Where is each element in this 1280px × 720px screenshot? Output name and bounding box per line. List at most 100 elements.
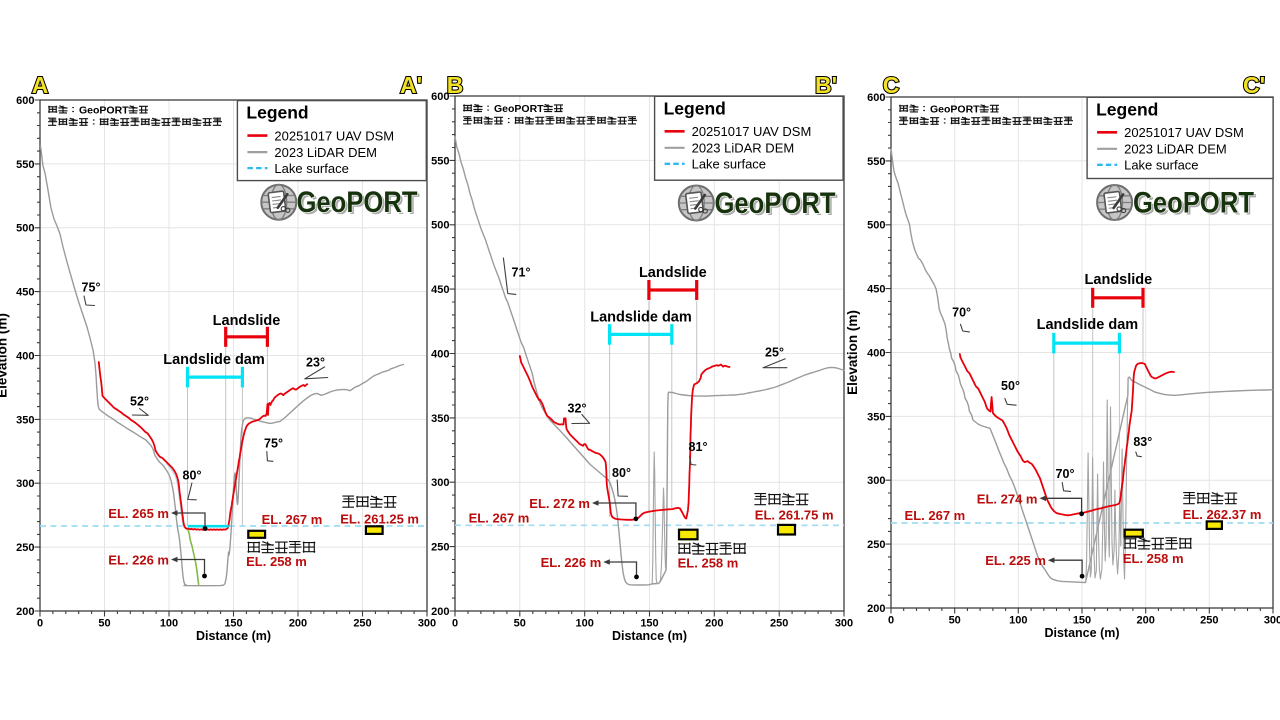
svg-text:75°: 75°	[264, 437, 283, 451]
svg-text:300: 300	[1264, 615, 1280, 627]
svg-text:Distance (m): Distance (m)	[1044, 626, 1119, 640]
svg-text:EL. 261.75 m: EL. 261.75 m	[755, 508, 834, 523]
svg-text:250: 250	[16, 542, 34, 554]
svg-text:EL. 226 m: EL. 226 m	[108, 553, 169, 568]
svg-text:0: 0	[888, 615, 894, 627]
svg-text:GeoPORT: GeoPORT	[494, 103, 544, 115]
svg-text:200: 200	[705, 618, 723, 630]
svg-text:2023 LiDAR DEM: 2023 LiDAR DEM	[692, 141, 795, 156]
svg-text:250: 250	[770, 618, 788, 630]
svg-text:Legend: Legend	[1096, 99, 1158, 119]
svg-text:A: A	[32, 72, 49, 98]
svg-text:200: 200	[867, 603, 885, 615]
svg-text:EL. 258 m: EL. 258 m	[1123, 551, 1184, 566]
svg-text:150: 150	[224, 618, 242, 630]
svg-text:Elevation (m): Elevation (m)	[0, 313, 10, 398]
svg-text:250: 250	[353, 618, 371, 630]
svg-text:50°: 50°	[1001, 379, 1020, 393]
svg-text:300: 300	[867, 475, 885, 487]
svg-text:GeoPORT: GeoPORT	[715, 187, 836, 220]
svg-text:Landslide dam: Landslide dam	[163, 352, 265, 368]
svg-text:GeoPORT: GeoPORT	[299, 188, 420, 221]
svg-text:550: 550	[431, 155, 449, 167]
svg-text:2023 LiDAR DEM: 2023 LiDAR DEM	[274, 145, 377, 160]
svg-text:Landslide: Landslide	[1085, 272, 1153, 288]
svg-text:80°: 80°	[612, 466, 631, 480]
svg-text:Legend: Legend	[246, 103, 308, 123]
svg-text:450: 450	[16, 287, 34, 299]
svg-text:250: 250	[431, 542, 449, 554]
svg-text:Landslide: Landslide	[213, 313, 281, 329]
svg-text:Lake surface: Lake surface	[692, 157, 766, 172]
svg-text:C': C'	[1243, 72, 1265, 98]
svg-text:GeoPORT: GeoPORT	[717, 189, 838, 222]
svg-text:100: 100	[1009, 615, 1027, 627]
svg-text:0: 0	[37, 618, 43, 630]
svg-text:83°: 83°	[1133, 435, 1152, 449]
svg-text:300: 300	[431, 477, 449, 489]
svg-text:70°: 70°	[952, 306, 971, 320]
svg-text:350: 350	[867, 411, 885, 423]
svg-text:EL. 267 m: EL. 267 m	[262, 512, 323, 527]
svg-text:150: 150	[640, 618, 658, 630]
svg-text:200: 200	[289, 618, 307, 630]
svg-text:23°: 23°	[306, 356, 325, 370]
svg-text:EL. 267 m: EL. 267 m	[905, 508, 966, 523]
svg-text:75°: 75°	[82, 281, 101, 295]
svg-text:200: 200	[16, 606, 34, 618]
svg-text:EL. 225 m: EL. 225 m	[985, 553, 1046, 568]
svg-text:250: 250	[867, 539, 885, 551]
svg-text:500: 500	[16, 223, 34, 235]
svg-text:20251017 UAV DSM: 20251017 UAV DSM	[1124, 125, 1244, 140]
svg-text:EL. 272 m: EL. 272 m	[529, 496, 590, 511]
svg-text:B': B'	[815, 72, 837, 98]
svg-text:25°: 25°	[765, 346, 784, 360]
svg-text:71°: 71°	[512, 266, 531, 280]
svg-text:500: 500	[867, 220, 885, 232]
svg-text:80°: 80°	[183, 469, 202, 483]
svg-text:0: 0	[452, 618, 458, 630]
svg-text:Landslide dam: Landslide dam	[1037, 317, 1139, 333]
svg-text:Landslide dam: Landslide dam	[590, 310, 692, 326]
svg-text:EL. 258 m: EL. 258 m	[678, 555, 739, 570]
svg-text:600: 600	[867, 92, 885, 104]
svg-text:52°: 52°	[130, 395, 149, 409]
svg-text:C: C	[883, 72, 900, 98]
svg-text:400: 400	[867, 347, 885, 359]
svg-text:150: 150	[1073, 615, 1091, 627]
svg-text:GeoPORT: GeoPORT	[79, 104, 129, 116]
svg-text:GeoPORT: GeoPORT	[1135, 188, 1256, 221]
svg-text:600: 600	[16, 95, 34, 107]
svg-text:Distance (m): Distance (m)	[196, 629, 271, 643]
svg-text:50: 50	[98, 618, 110, 630]
svg-text:Elevation (m): Elevation (m)	[845, 310, 860, 395]
svg-text:Landslide: Landslide	[639, 265, 707, 281]
svg-text:EL. 258 m: EL. 258 m	[246, 554, 307, 569]
svg-text:32°: 32°	[568, 402, 587, 416]
svg-text:300: 300	[418, 618, 436, 630]
svg-text:GeoPORT: GeoPORT	[930, 103, 980, 115]
svg-text:EL. 262.37 m: EL. 262.37 m	[1183, 507, 1262, 522]
svg-text:EL. 265 m: EL. 265 m	[108, 506, 169, 521]
svg-text:200: 200	[1137, 615, 1155, 627]
svg-text:400: 400	[431, 348, 449, 360]
svg-text:B: B	[447, 72, 464, 98]
svg-text:20251017 UAV DSM: 20251017 UAV DSM	[692, 124, 812, 139]
svg-text:550: 550	[867, 156, 885, 168]
svg-text:GeoPORT: GeoPORT	[1133, 187, 1254, 220]
svg-text:EL. 267 m: EL. 267 m	[469, 511, 530, 526]
svg-text:2023 LiDAR DEM: 2023 LiDAR DEM	[1124, 142, 1227, 157]
svg-text:350: 350	[431, 413, 449, 425]
svg-text:550: 550	[16, 159, 34, 171]
svg-text:400: 400	[16, 350, 34, 362]
svg-text:EL. 226 m: EL. 226 m	[541, 555, 602, 570]
svg-text:GeoPORT: GeoPORT	[297, 186, 418, 219]
svg-text:50: 50	[514, 618, 526, 630]
svg-text:50: 50	[949, 615, 961, 627]
svg-text:A': A'	[400, 72, 422, 98]
svg-text:600: 600	[431, 91, 449, 103]
svg-text:100: 100	[160, 618, 178, 630]
svg-text:350: 350	[16, 414, 34, 426]
svg-text:200: 200	[431, 606, 449, 618]
svg-text:450: 450	[867, 284, 885, 296]
